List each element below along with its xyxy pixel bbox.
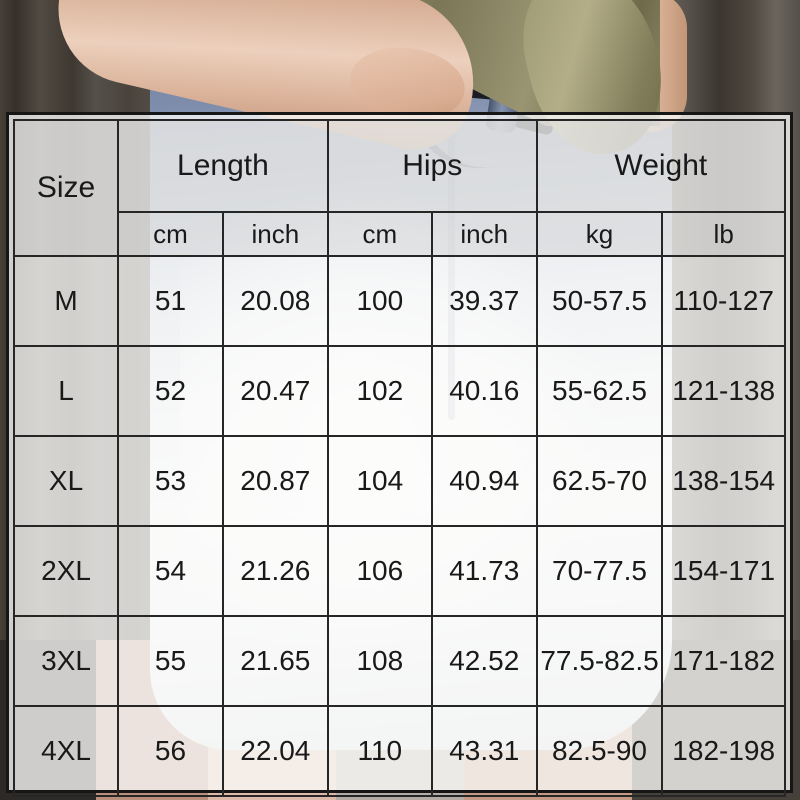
cell-weight-kg: 55-62.5 [535,345,664,437]
table-row: 4XL 56 22.04 110 43.31 82.5-90 182-198 [12,705,786,797]
table-row: XL 53 20.87 104 40.94 62.5-70 138-154 [12,435,786,527]
cell-hips-inch: 43.31 [430,705,538,797]
cell-weight-kg: 62.5-70 [535,435,664,527]
size-chart-table: Size Length Hips Weight cm inch cm inch … [6,112,793,797]
cell-hips-inch: 39.37 [430,255,538,347]
cell-length-inch: 20.87 [221,435,329,527]
cell-weight-kg: 50-57.5 [535,255,664,347]
group-header-row: Size Length Hips Weight [12,119,787,257]
table-row: M 51 20.08 100 39.37 50-57.5 110-127 [12,255,786,347]
unit-weight-kg: kg [535,211,664,257]
cell-hips-cm: 104 [326,435,433,527]
cell-size: XL [12,435,120,527]
cell-weight-kg: 82.5-90 [535,705,664,797]
cell-length-inch: 21.26 [221,525,329,617]
cell-weight-lb: 121-138 [661,345,786,437]
unit-length-cm: cm [117,211,224,257]
unit-hips-cm: cm [326,211,433,257]
unit-hips-inch: inch [430,211,538,257]
table-row: 2XL 54 21.26 106 41.73 70-77.5 154-171 [12,525,786,617]
cell-hips-cm: 108 [326,615,433,707]
cell-hips-inch: 40.94 [430,435,538,527]
cell-length-inch: 20.47 [221,345,329,437]
cell-weight-lb: 154-171 [661,525,786,617]
cell-length-cm: 51 [117,255,224,347]
cell-hips-cm: 100 [326,255,433,347]
cell-length-cm: 53 [117,435,224,527]
unit-weight-lb: lb [661,211,786,257]
table-row: L 52 20.47 102 40.16 55-62.5 121-138 [12,345,786,437]
cell-weight-lb: 171-182 [661,615,786,707]
header-weight: Weight [535,119,787,213]
cell-size: 4XL [12,705,120,797]
cell-weight-kg: 70-77.5 [535,525,664,617]
cell-size: 2XL [12,525,120,617]
cell-hips-cm: 102 [326,345,433,437]
cell-hips-inch: 42.52 [430,615,538,707]
cell-size: 3XL [12,615,120,707]
header-hips: Hips [326,119,538,213]
cell-weight-kg: 77.5-82.5 [535,615,664,707]
cell-weight-lb: 110-127 [661,255,786,347]
cell-hips-cm: 110 [326,705,433,797]
cell-weight-lb: 182-198 [661,705,786,797]
table-row: 3XL 55 21.65 108 42.52 77.5-82.5 171-182 [12,615,786,707]
cell-length-cm: 55 [117,615,224,707]
cell-hips-inch: 40.16 [430,345,538,437]
unit-header-row: cm inch cm inch kg lb [14,211,786,257]
cell-length-cm: 56 [117,705,224,797]
cell-length-inch: 20.08 [221,255,329,347]
cell-size: M [12,255,120,347]
cell-length-cm: 52 [117,345,224,437]
cell-length-inch: 22.04 [221,705,329,797]
header-size: Size [12,119,120,257]
cell-length-cm: 54 [117,525,224,617]
cell-weight-lb: 138-154 [661,435,786,527]
cell-length-inch: 21.65 [221,615,329,707]
cell-hips-inch: 41.73 [430,525,538,617]
unit-length-inch: inch [221,211,329,257]
cell-size: L [12,345,120,437]
cell-hips-cm: 106 [326,525,433,617]
header-length: Length [117,119,329,213]
